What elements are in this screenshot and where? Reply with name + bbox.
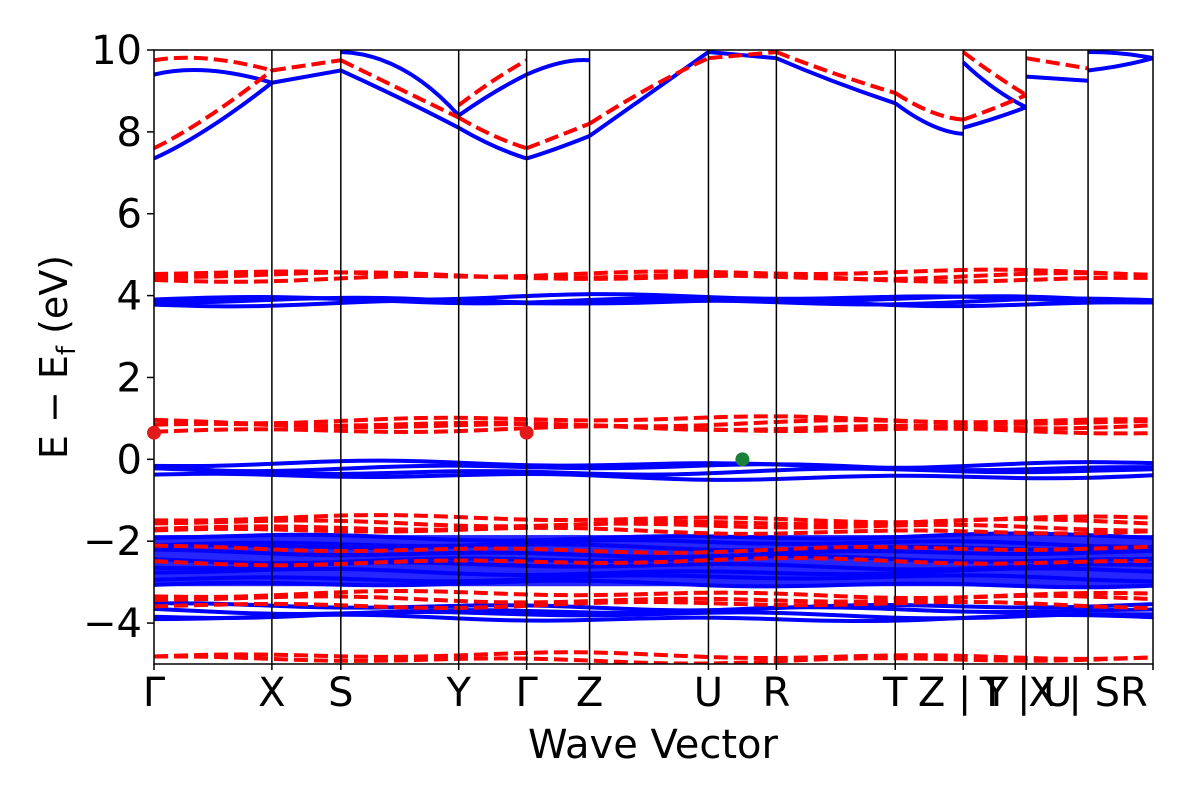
x-tick-label-5: Z bbox=[576, 670, 603, 716]
y-tick-label-1: 8 bbox=[117, 110, 142, 156]
flat-band-1-14 bbox=[154, 593, 1153, 605]
flat-band-0-15 bbox=[154, 573, 1153, 584]
flat-band-0-17 bbox=[154, 601, 1153, 613]
band-curve-0-12 bbox=[894, 101, 964, 136]
y-tick-label-6: −2 bbox=[83, 519, 142, 565]
y-tick-label-0: 10 bbox=[91, 28, 142, 74]
flat-band-1-7 bbox=[154, 513, 1153, 525]
band-curve-0-8 bbox=[525, 58, 590, 77]
flat-band-0-16 bbox=[154, 578, 1153, 590]
flat-band-0-8 bbox=[154, 531, 1153, 543]
flat-band-0-9 bbox=[154, 538, 1153, 549]
band-curve-0-4 bbox=[340, 50, 461, 117]
y-axis-label-unit: (eV) bbox=[32, 255, 76, 346]
y-axis-ticks: 10 8 6 4 2 0 −2 −4 bbox=[83, 28, 154, 647]
band-curve-1-1 bbox=[154, 55, 273, 73]
flat-band-0-14 bbox=[154, 566, 1153, 577]
band-curve-0-9 bbox=[588, 50, 710, 138]
band-curve-1-3 bbox=[339, 58, 460, 120]
flat-band-1-0 bbox=[154, 273, 1153, 284]
band-lines bbox=[154, 50, 1153, 664]
extremum-marker-2 bbox=[735, 452, 750, 467]
flat-band-0-10 bbox=[154, 542, 1153, 553]
flat-band-1-12 bbox=[154, 556, 1153, 568]
band-curve-0-3 bbox=[339, 68, 460, 130]
band-curve-1-8 bbox=[708, 50, 777, 61]
x-tick-label-11: X | SR bbox=[1028, 670, 1148, 716]
flat-band-0-4 bbox=[154, 471, 1153, 482]
band-curve-0-6 bbox=[457, 72, 528, 118]
band-curve-0-10 bbox=[708, 50, 777, 61]
band-curve-1-5 bbox=[457, 58, 528, 107]
plot-frame bbox=[153, 49, 1154, 665]
flat-band-0-11 bbox=[154, 547, 1153, 559]
band-curve-0-2 bbox=[271, 68, 342, 85]
flat-band-1-5 bbox=[154, 417, 1153, 429]
x-tick-label-3: Y bbox=[445, 670, 471, 716]
y-axis-label-sub: f bbox=[52, 345, 82, 355]
band-curve-0-1 bbox=[154, 67, 273, 85]
band-curve-0-13 bbox=[962, 105, 1027, 130]
flat-band-1-3 bbox=[154, 424, 1153, 436]
band-curve-1-10 bbox=[894, 91, 964, 122]
band-curve-0-17 bbox=[1088, 50, 1153, 61]
y-axis-label-main: E − E bbox=[32, 355, 76, 459]
x-tick-label-10: T | U bbox=[979, 670, 1073, 716]
band-curve-1-2 bbox=[271, 58, 342, 73]
band-curve-1-13 bbox=[1025, 56, 1089, 71]
band-curve-0-16 bbox=[1087, 56, 1153, 73]
x-tick-label-6: U bbox=[694, 670, 723, 716]
x-tick-label-0: Γ bbox=[143, 670, 166, 716]
band-curve-0-5 bbox=[457, 126, 528, 161]
x-tick-label-7: R bbox=[762, 670, 790, 716]
x-tick-label-8: T bbox=[882, 670, 908, 716]
x-tick-label-2: S bbox=[328, 670, 353, 716]
band-curve-1-9 bbox=[775, 50, 896, 95]
flat-band-1-16 bbox=[154, 650, 1153, 661]
y-tick-label-4: 2 bbox=[117, 355, 142, 401]
flat-band-1-6 bbox=[154, 414, 1153, 426]
x-tick-label-1: X bbox=[258, 670, 285, 716]
band-curve-1-11 bbox=[962, 93, 1027, 122]
extremum-marker-1 bbox=[519, 425, 534, 440]
flat-band-0-7 bbox=[154, 458, 1153, 470]
flat-band-1-2 bbox=[154, 267, 1153, 279]
band-curve-1-0 bbox=[154, 68, 274, 151]
kpoint-divider-lines bbox=[271, 50, 1089, 664]
x-tick-label-9: Z | Y bbox=[918, 670, 1009, 716]
band-curve-1-7 bbox=[588, 56, 710, 126]
flat-band-1-13 bbox=[154, 589, 1153, 601]
extremum-markers bbox=[147, 425, 750, 467]
flat-band-1-9 bbox=[154, 521, 1153, 533]
x-axis-label: Wave Vector bbox=[528, 722, 779, 768]
band-curve-0-11 bbox=[775, 56, 896, 106]
flat-band-1-15 bbox=[154, 599, 1153, 611]
flat-band-1-10 bbox=[154, 525, 1153, 536]
band-curve-1-12 bbox=[961, 50, 1028, 97]
y-tick-label-5: 0 bbox=[117, 437, 142, 483]
band-curve-0-0 bbox=[154, 81, 274, 161]
x-tick-label-4: Γ bbox=[515, 670, 538, 716]
flat-band-1-17 bbox=[154, 654, 1153, 664]
extremum-marker-0 bbox=[147, 425, 161, 440]
band-curve-0-14 bbox=[961, 60, 1028, 110]
band-curve-0-15 bbox=[1025, 74, 1089, 83]
band-curve-1-6 bbox=[525, 121, 591, 151]
flat-band-0-6 bbox=[154, 462, 1153, 474]
y-tick-label-2: 6 bbox=[117, 192, 142, 238]
band-curve-0-7 bbox=[526, 134, 591, 161]
y-axis-label: E − Ef (eV) bbox=[32, 255, 82, 459]
flat-band-1-11 bbox=[154, 543, 1153, 555]
band-curve-1-4 bbox=[457, 115, 528, 151]
y-tick-label-7: −4 bbox=[83, 601, 142, 647]
flat-band-0-3 bbox=[154, 292, 1153, 304]
flat-band-1-8 bbox=[154, 517, 1153, 529]
flat-band-0-20 bbox=[154, 612, 1153, 624]
y-tick-label-3: 4 bbox=[117, 274, 142, 320]
